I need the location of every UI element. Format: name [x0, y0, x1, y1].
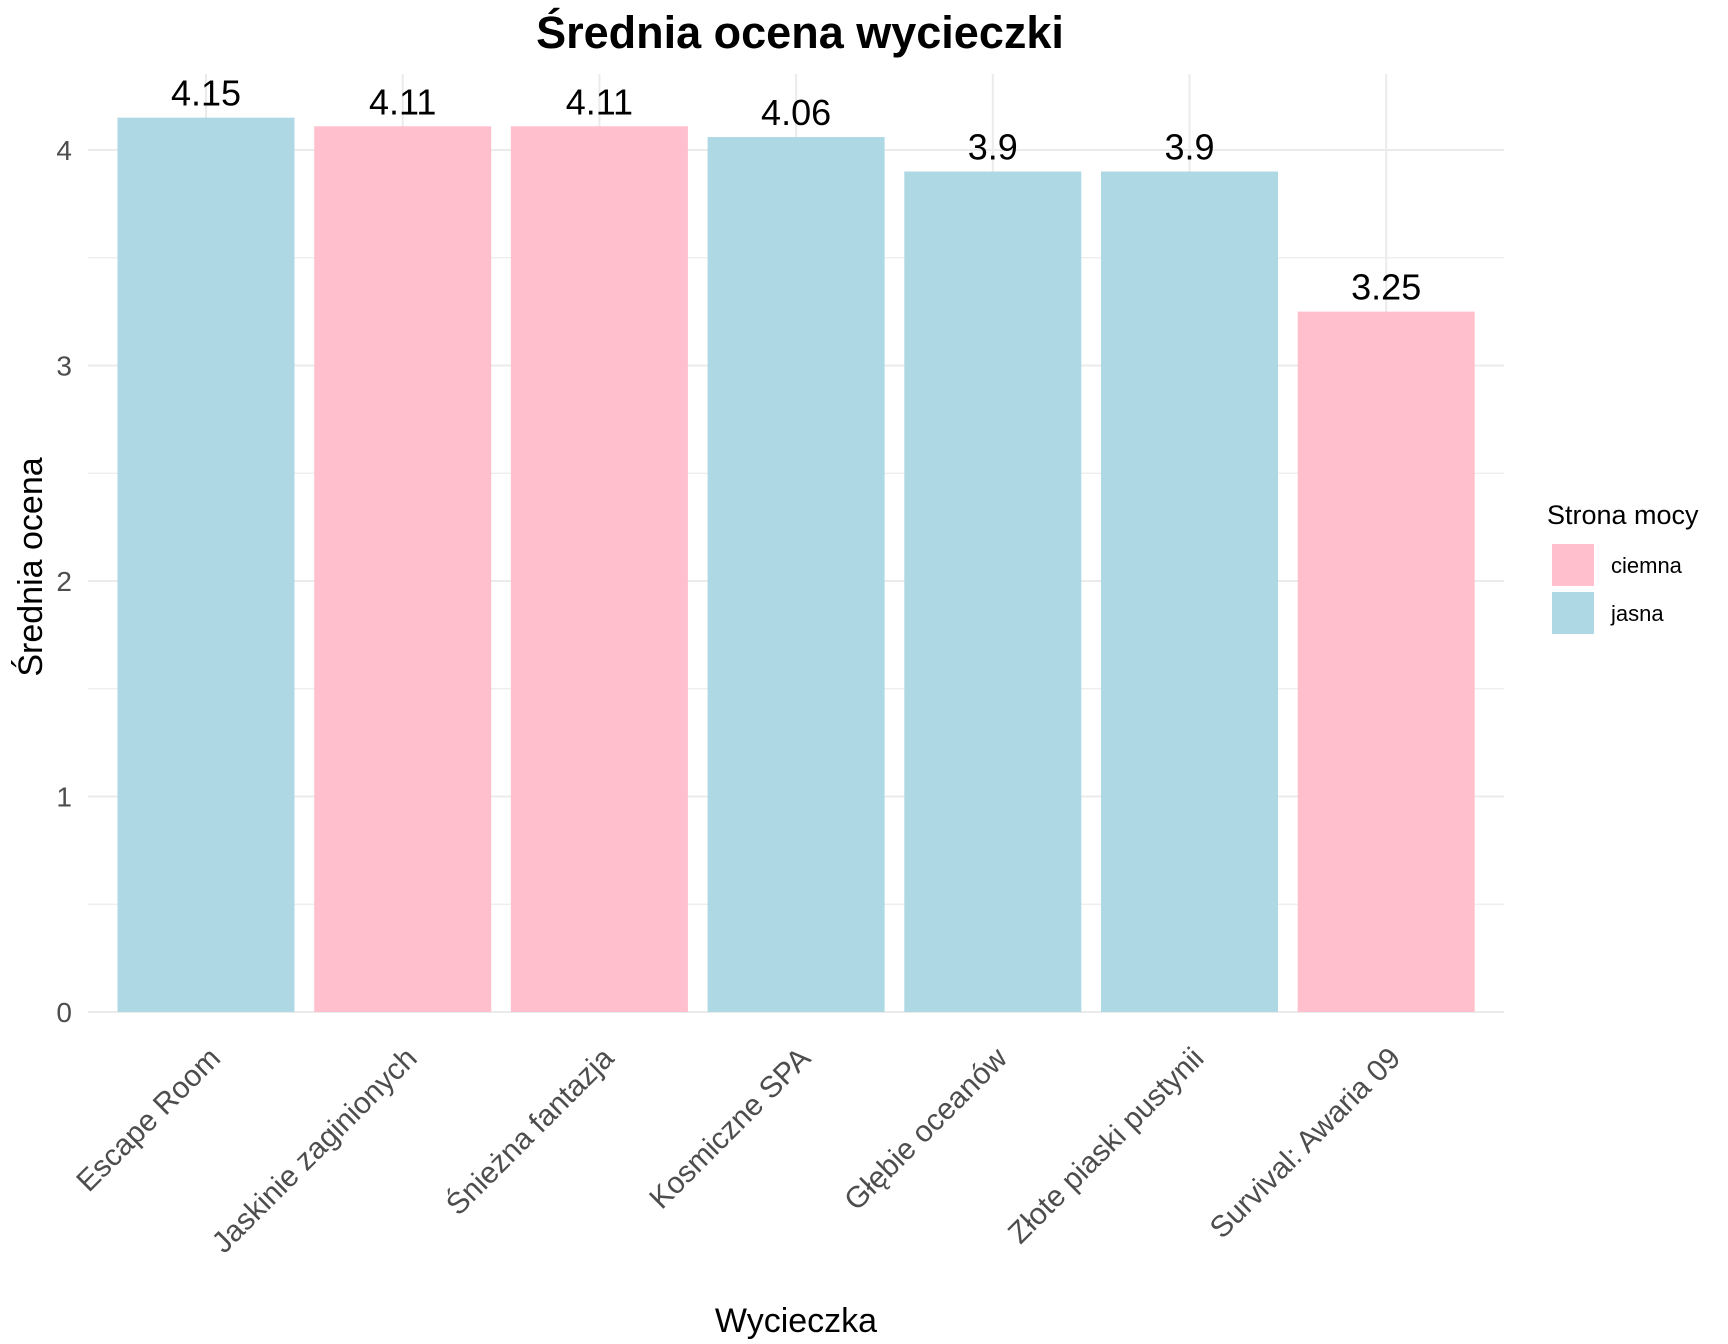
- legend-label: ciemna: [1611, 553, 1683, 578]
- bar: [904, 171, 1082, 1013]
- y-tick-label: 1: [56, 782, 72, 813]
- bar-value-label: 3.9: [1164, 127, 1214, 168]
- bar-value-label: 4.11: [369, 81, 436, 122]
- bar: [314, 126, 492, 1013]
- y-tick-label: 3: [56, 351, 72, 382]
- legend-entries: ciemna jasna: [1552, 544, 1683, 634]
- legend-title: Strona mocy: [1547, 500, 1699, 530]
- x-tick-label: Jaskinie zaginionych: [206, 1042, 424, 1260]
- y-tick-label: 4: [56, 135, 72, 166]
- y-tick-label: 2: [56, 566, 72, 597]
- x-tick-label: Głębie oceanów: [838, 1041, 1014, 1217]
- bars: [117, 117, 1475, 1013]
- x-axis-title: Wycieczka: [715, 1302, 877, 1340]
- y-tick-label: 0: [56, 997, 72, 1028]
- x-tick-label: Złote piaski pustynii: [1002, 1042, 1210, 1250]
- bar: [117, 117, 295, 1013]
- legend-swatch: [1552, 544, 1594, 586]
- bar-value-label: 4.15: [171, 73, 241, 114]
- bar: [1297, 311, 1475, 1012]
- bar: [510, 126, 688, 1013]
- bar-value-label: 3.25: [1351, 267, 1421, 308]
- bar-value-label: 4.06: [761, 92, 831, 133]
- y-axis-ticks: 0 1 2 3 4: [56, 135, 72, 1028]
- chart-title: Średnia ocena wycieczki: [536, 7, 1064, 58]
- x-tick-label: Kosmiczne SPA: [643, 1042, 817, 1216]
- bar-value-label: 3.9: [968, 127, 1018, 168]
- bar-value-label: 4.11: [566, 81, 633, 122]
- legend: Strona mocy ciemna jasna: [1547, 500, 1699, 634]
- x-tick-label: Survival: Awaria 09: [1204, 1042, 1407, 1245]
- bar: [707, 137, 885, 1012]
- x-tick-label: Śnieżna fantazja: [439, 1041, 620, 1222]
- legend-label: jasna: [1610, 601, 1664, 626]
- bar: [1101, 171, 1278, 1013]
- x-tick-label: Escape Room: [70, 1042, 227, 1199]
- y-axis-title: Średnia ocena: [11, 457, 50, 676]
- bar-value-labels: 4.15 4.11 4.11 4.06 3.9 3.9 3.25: [171, 73, 1421, 308]
- legend-swatch: [1552, 592, 1594, 634]
